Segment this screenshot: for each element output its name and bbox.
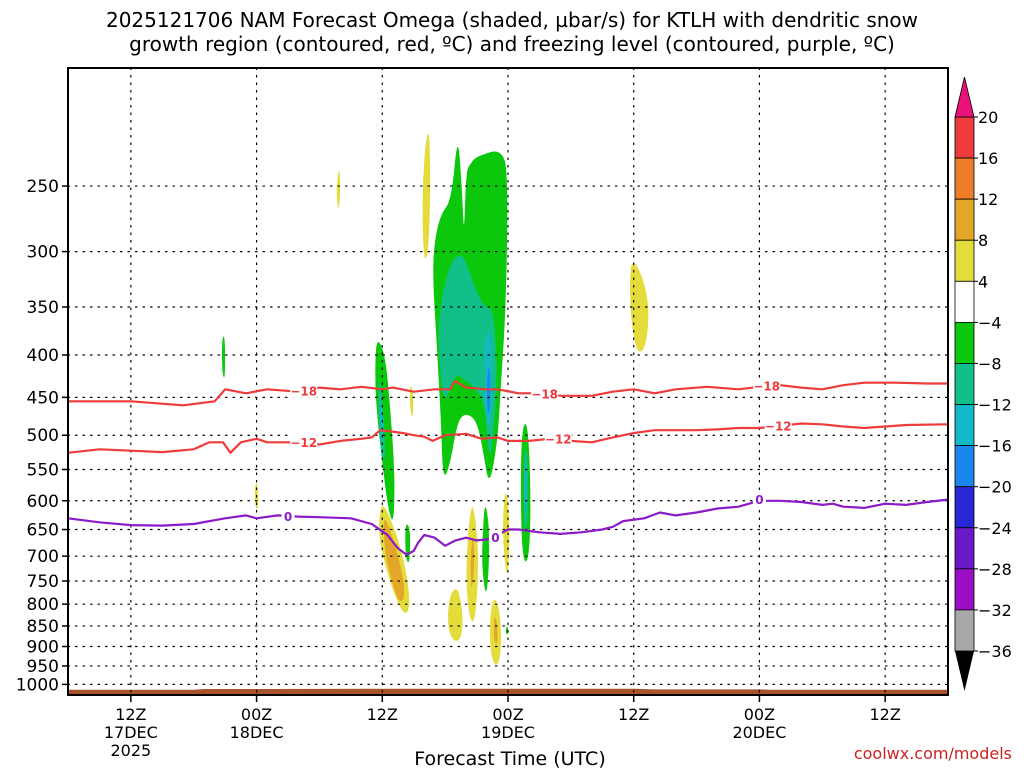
colorbar-band-3	[954, 239, 975, 282]
y-tick-label-850: 850	[27, 617, 59, 637]
omega-region-19	[505, 626, 508, 635]
x-tick-sublabel-18-0: 18DEC	[230, 723, 284, 742]
y-tick-label-700: 700	[27, 547, 59, 567]
omega-region-2	[409, 385, 414, 416]
contour-label-snow_growth_m12-1: −12	[545, 432, 572, 446]
contour-snow_growth_m18	[68, 379, 948, 407]
y-tick-label-300: 300	[27, 243, 59, 263]
colorbar-band-11	[954, 568, 975, 611]
x-tick-label-6: 12Z	[115, 705, 146, 724]
colorbar-label-3: 8	[978, 231, 988, 250]
x-tick-sublabel-6-0: 17DEC	[104, 723, 158, 742]
x-tick-sublabel-42-0: 19DEC	[481, 723, 535, 742]
contour-label-snow_growth_m12-2: −12	[765, 419, 792, 433]
y-tick-label-1000: 1000	[16, 675, 59, 695]
title-line-2: growth region (contoured, red, ºC) and f…	[129, 32, 895, 56]
omega-region-12	[493, 617, 498, 644]
colorbar-label-11: −28	[978, 560, 1012, 579]
y-tick-label-400: 400	[27, 346, 59, 366]
x-tick-label-78: 12Z	[869, 705, 900, 724]
omega-region-5	[448, 589, 463, 641]
x-tick-label-18: 00Z	[241, 705, 272, 724]
y-tick-label-600: 600	[27, 492, 59, 512]
omega-region-21	[438, 255, 497, 454]
colorbar-label-5: −4	[978, 313, 1002, 332]
colorbar-band-12	[954, 609, 975, 652]
y-tick-label-950: 950	[27, 657, 59, 677]
contour-label-freezing_level-0: 0	[284, 510, 292, 524]
colorbar-label-10: −24	[978, 519, 1012, 538]
colorbar-label-6: −8	[978, 354, 1002, 373]
contour-label-bg-snow_growth_m18-2	[753, 377, 781, 393]
x-tick-sublabel-6-1: 2025	[110, 741, 151, 760]
colorbar-band-10	[954, 527, 975, 570]
colorbar-band-9	[954, 486, 975, 529]
y-tick-label-350: 350	[27, 298, 59, 318]
colorbar-band-0	[954, 116, 975, 159]
contour-label-snow_growth_m18-0: −18	[290, 384, 317, 398]
colorbar-label-7: −12	[978, 396, 1012, 415]
colorbar-label-4: 4	[978, 272, 988, 291]
contour-label-freezing_level-2: 0	[755, 493, 763, 507]
y-tick-label-800: 800	[27, 595, 59, 615]
colorbar-under-triangle	[955, 651, 974, 691]
omega-region-25	[524, 462, 527, 513]
y-tick-label-500: 500	[27, 426, 59, 446]
x-tick-label-30: 12Z	[367, 705, 398, 724]
contour-label-bg-snow_growth_m18-1	[531, 386, 559, 402]
colorbar-label-2: 12	[978, 190, 998, 209]
contour-label-bg-snow_growth_m18-0	[290, 382, 318, 398]
omega-region-23	[380, 402, 383, 445]
y-tick-label-250: 250	[27, 177, 59, 197]
contour-label-bg-freezing_level-2	[752, 491, 766, 507]
colorbar-band-4	[954, 280, 975, 323]
y-tick-label-650: 650	[27, 521, 59, 541]
contour-label-bg-freezing_level-1	[488, 529, 502, 545]
contour-label-snow_growth_m18-1: −18	[531, 388, 558, 402]
y-tick-label-450: 450	[27, 388, 59, 408]
contour-label-snow_growth_m12-0: −12	[290, 436, 317, 450]
colorbar-label-0: 20	[978, 108, 998, 127]
x-tick-label-66: 00Z	[744, 705, 775, 724]
colorbar-label-13: −36	[978, 642, 1012, 661]
contour-label-bg-snow_growth_m12-1	[544, 430, 572, 446]
omega-region-8	[503, 493, 510, 573]
omega-region-17	[482, 507, 490, 592]
credit-text: coolwx.com/models	[853, 744, 1012, 763]
contour-label-bg-freezing_level-0	[281, 508, 295, 524]
omega-region-13	[222, 336, 226, 378]
colorbar-label-12: −32	[978, 601, 1012, 620]
contour-snow_growth_m12	[67, 422, 949, 454]
colorbar-band-8	[954, 445, 975, 488]
colorbar-band-7	[954, 404, 975, 447]
title-line-1: 2025121706 NAM Forecast Omega (shaded, µ…	[105, 8, 919, 32]
colorbar-over-triangle	[954, 76, 975, 118]
contour-label-freezing_level-1: 0	[491, 531, 499, 545]
x-tick-sublabel-66-0: 20DEC	[732, 723, 786, 742]
colorbar-label-9: −20	[978, 478, 1012, 497]
contour-label-bg-snow_growth_m12-0	[290, 434, 318, 450]
colorbar-band-5	[954, 321, 975, 364]
colorbar-band-2	[954, 198, 975, 241]
omega-region-1	[422, 133, 431, 259]
colorbar-label-1: 16	[978, 149, 998, 168]
x-tick-label-54: 12Z	[618, 705, 649, 724]
omega-region-11	[470, 537, 475, 587]
contour-label-snow_growth_m18-2: −18	[753, 379, 780, 393]
colorbar-band-6	[954, 363, 975, 405]
y-tick-label-900: 900	[27, 638, 59, 658]
y-tick-label-550: 550	[27, 460, 59, 480]
colorbar-label-8: −16	[978, 437, 1012, 456]
y-tick-label-750: 750	[27, 572, 59, 592]
contour-label-bg-snow_growth_m12-2	[764, 417, 792, 433]
x-axis-label: Forecast Time (UTC)	[414, 748, 605, 768]
x-tick-label-42: 00Z	[492, 705, 523, 724]
omega-region-0	[336, 170, 341, 209]
colorbar-band-1	[954, 157, 975, 200]
